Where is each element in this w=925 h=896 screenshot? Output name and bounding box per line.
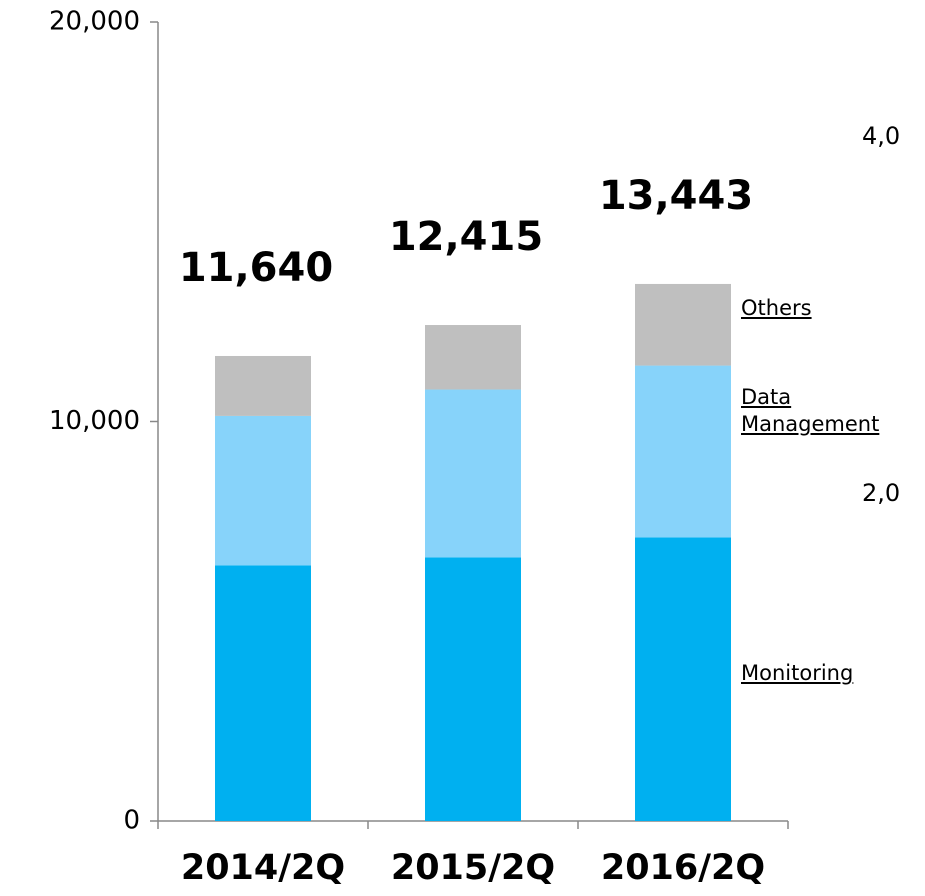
bar-segment: [635, 283, 731, 366]
y-tick-label: 20,000: [49, 7, 140, 37]
bar-segment: [635, 365, 731, 538]
x-tick-label: 2014/2Q: [181, 848, 345, 888]
y-tick-label: 0: [123, 806, 140, 836]
bar-segment: [215, 415, 311, 566]
bar-segment: [215, 355, 311, 416]
series-label: Others: [741, 296, 812, 320]
annotation: 2,0: [862, 479, 900, 507]
bar-segment: [425, 325, 521, 390]
total-label: 11,640: [179, 245, 333, 291]
bar-segment: [215, 565, 311, 821]
series-label: Monitoring: [741, 661, 854, 685]
bar-segment: [425, 389, 521, 558]
bar-segment: [425, 557, 521, 821]
total-label: 12,415: [389, 214, 543, 260]
total-label: 13,443: [599, 173, 753, 219]
y-tick-label: 10,000: [49, 406, 140, 436]
series-label: Data Management: [741, 385, 880, 436]
x-tick-label: 2016/2Q: [601, 848, 765, 888]
annotation: 4,0: [862, 122, 900, 150]
x-tick-label: 2015/2Q: [391, 848, 555, 888]
bar-segment: [635, 537, 731, 821]
